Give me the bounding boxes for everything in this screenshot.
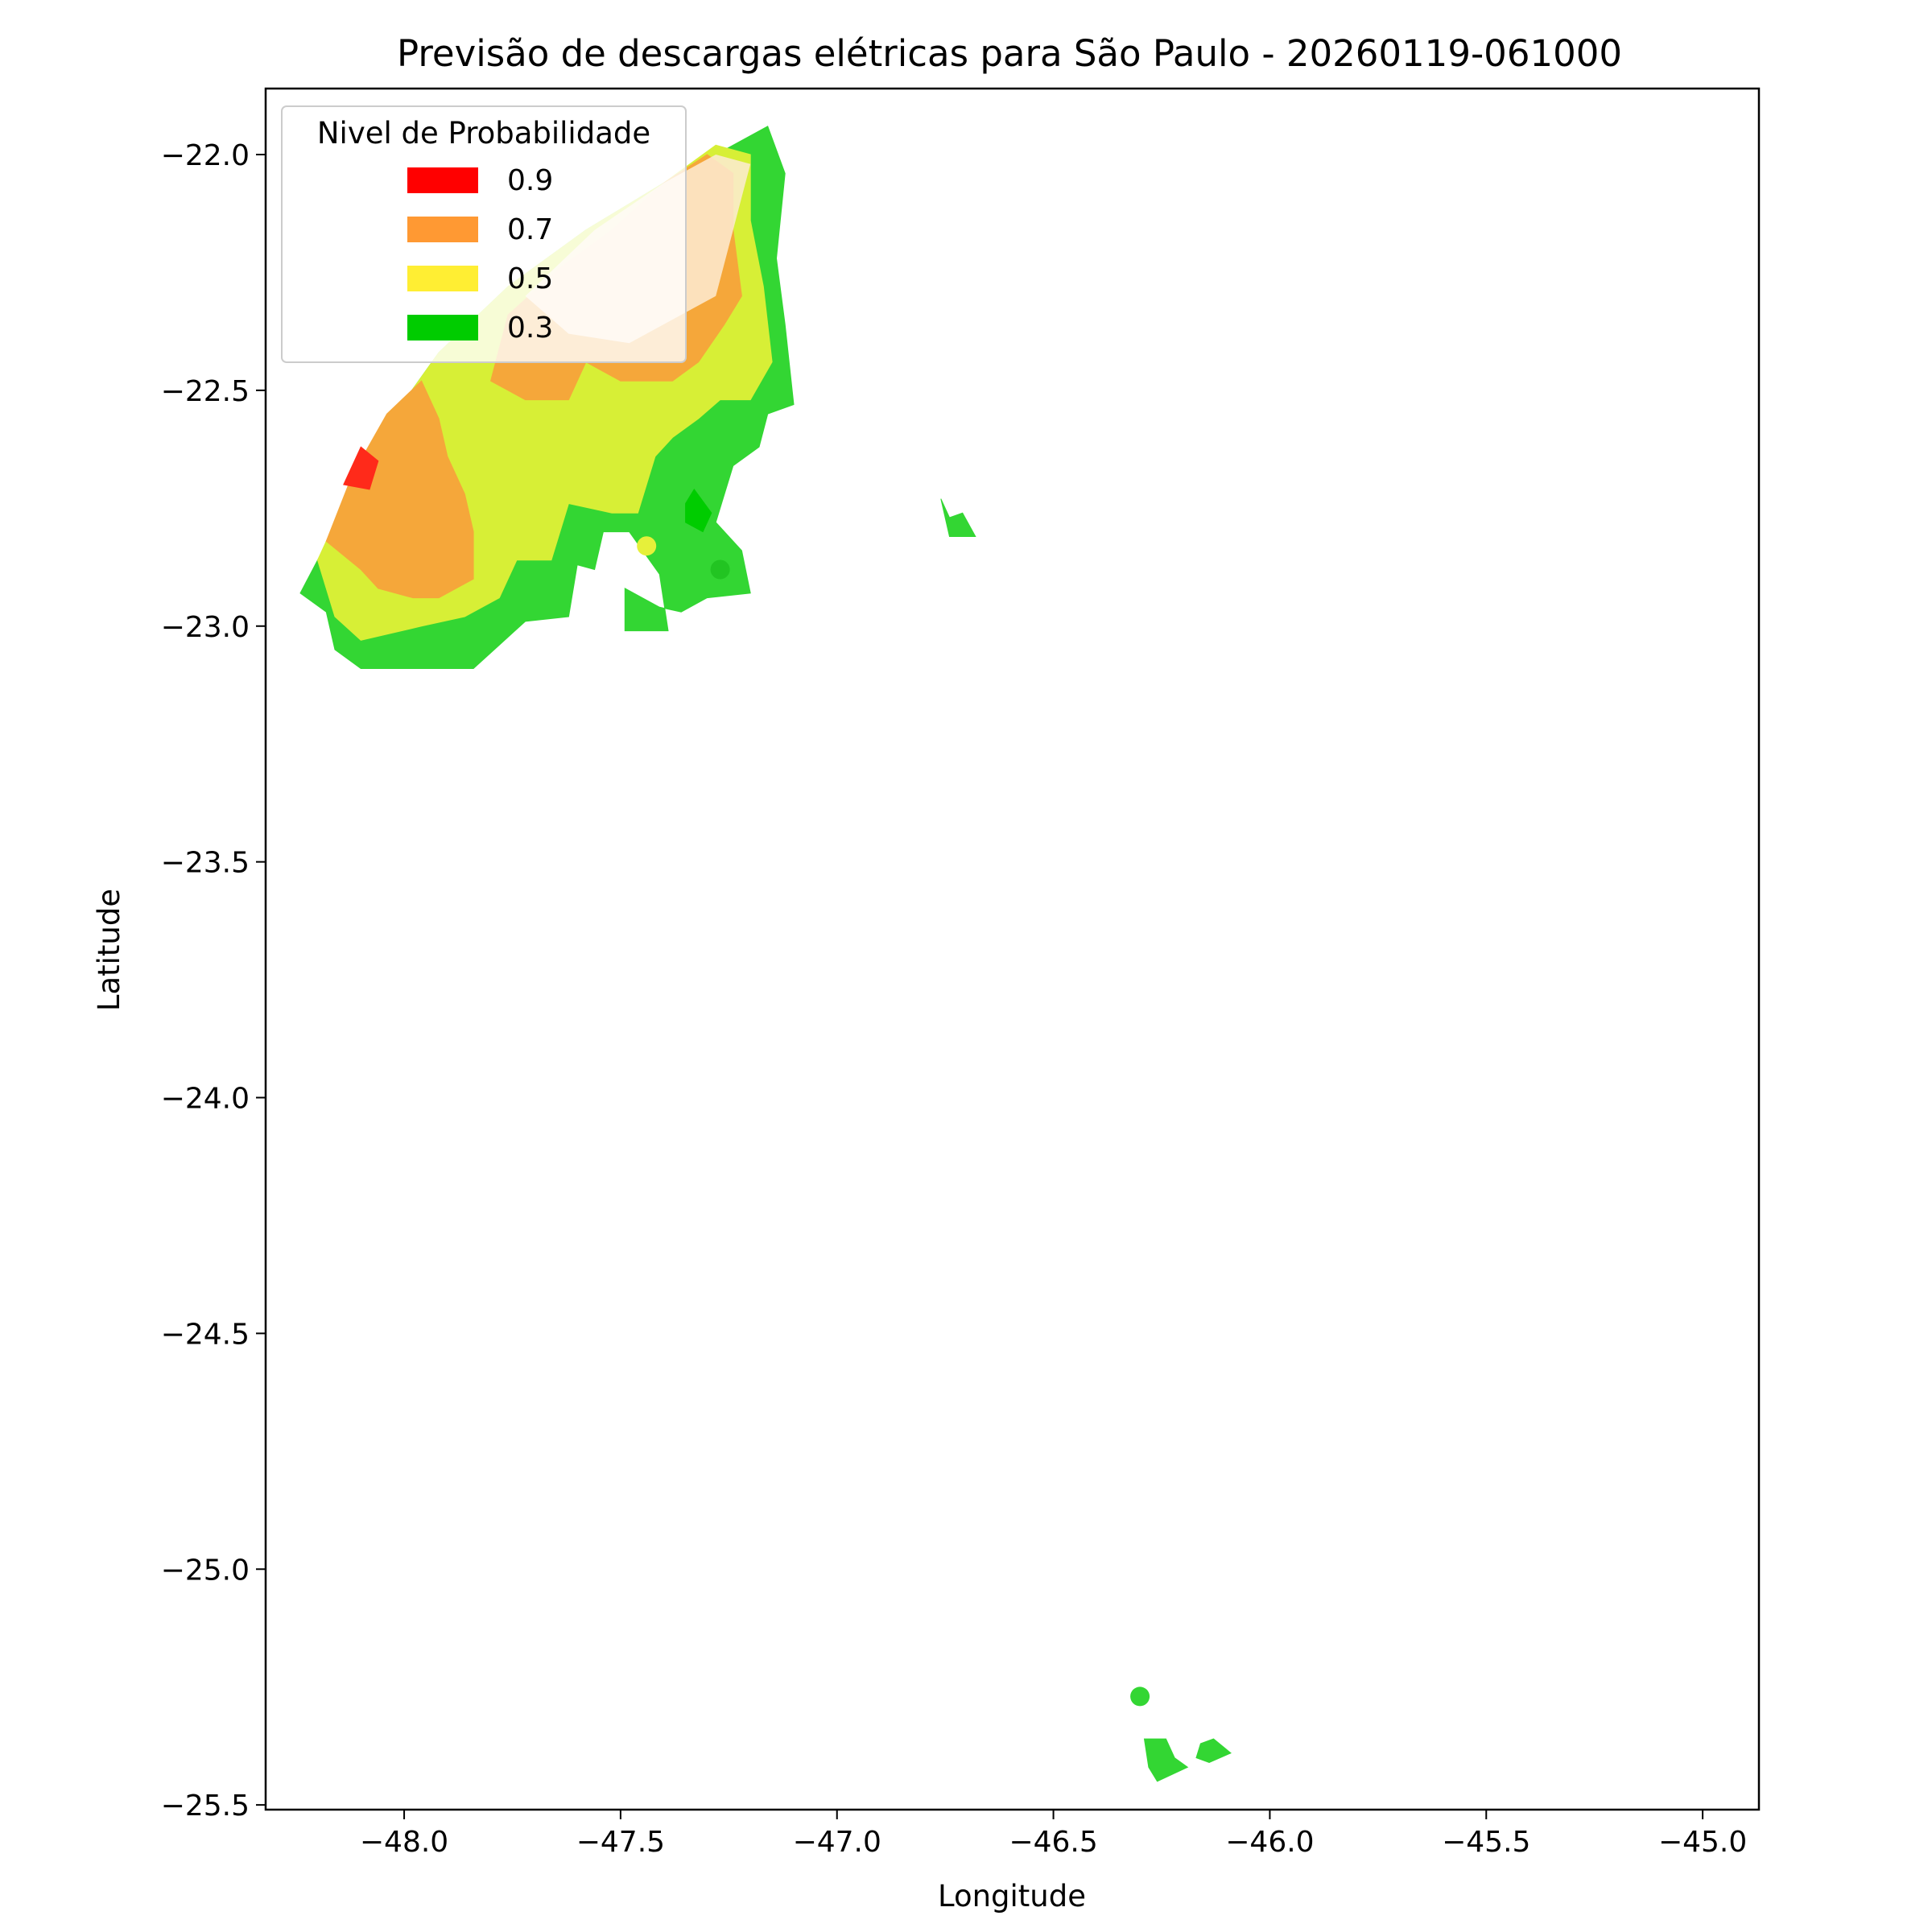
x-tick-label: −47.0: [793, 1826, 881, 1859]
probability-region-03-8: [685, 489, 712, 533]
chart-title: Previsão de descargas elétricas para São…: [397, 32, 1622, 75]
legend-label: 0.3: [507, 312, 553, 345]
y-tick-label: −24.5: [161, 1318, 250, 1351]
probability-region-03-2: [1143, 1738, 1189, 1782]
x-tick-label: −46.0: [1225, 1826, 1314, 1859]
x-tick-label: −45.5: [1442, 1826, 1530, 1859]
probability-region-07-5: [325, 380, 474, 599]
x-tick-label: −46.5: [1009, 1826, 1097, 1859]
y-tick-label: −24.0: [161, 1083, 250, 1116]
y-tick-label: −25.0: [161, 1554, 250, 1587]
x-tick-label: −45.0: [1658, 1826, 1747, 1859]
legend-label: 0.9: [507, 164, 553, 197]
legend-swatch-05: [407, 266, 478, 291]
probability-point-2: [1130, 1686, 1150, 1707]
y-tick-label: −25.5: [161, 1790, 250, 1823]
legend-label: 0.7: [507, 213, 553, 246]
legend-swatch-07: [407, 217, 478, 242]
y-tick-label: −22.0: [161, 139, 250, 172]
legend-swatch-03: [407, 315, 478, 341]
x-tick-label: −48.0: [360, 1826, 448, 1859]
probability-region-09-7: [343, 446, 379, 490]
probability-region-03-1: [940, 498, 976, 537]
probability-point-1: [710, 559, 730, 580]
x-axis: −48.0 −47.5 −47.0 −46.5 −46.0 −45.5 −45.0: [360, 1810, 1747, 1859]
legend-title: Nivel de Probabilidade: [317, 116, 650, 151]
x-tick-label: −47.5: [576, 1826, 665, 1859]
y-tick-label: −23.0: [161, 611, 250, 644]
probability-region-03-3: [1195, 1738, 1232, 1763]
legend-box: [281, 105, 687, 363]
legend-swatch-09: [407, 167, 478, 193]
x-axis-label: Longitude: [938, 1879, 1086, 1913]
y-axis: −22.0 −22.5 −23.0 −23.5 −24.0 −24.5 −25.0 −25.5: [161, 139, 266, 1823]
probability-point-0: [637, 536, 657, 556]
y-axis-label: Latitude: [92, 889, 126, 1011]
y-tick-label: −22.5: [161, 375, 250, 408]
axes-frame: [264, 87, 1761, 1811]
legend: Nivel de Probabilidade 0.9 0.7 0.5 0.3: [281, 105, 687, 363]
legend-label: 0.5: [507, 262, 553, 295]
y-tick-label: −23.5: [161, 847, 250, 880]
legend-entries: 0.9 0.7 0.5 0.3: [407, 164, 553, 345]
